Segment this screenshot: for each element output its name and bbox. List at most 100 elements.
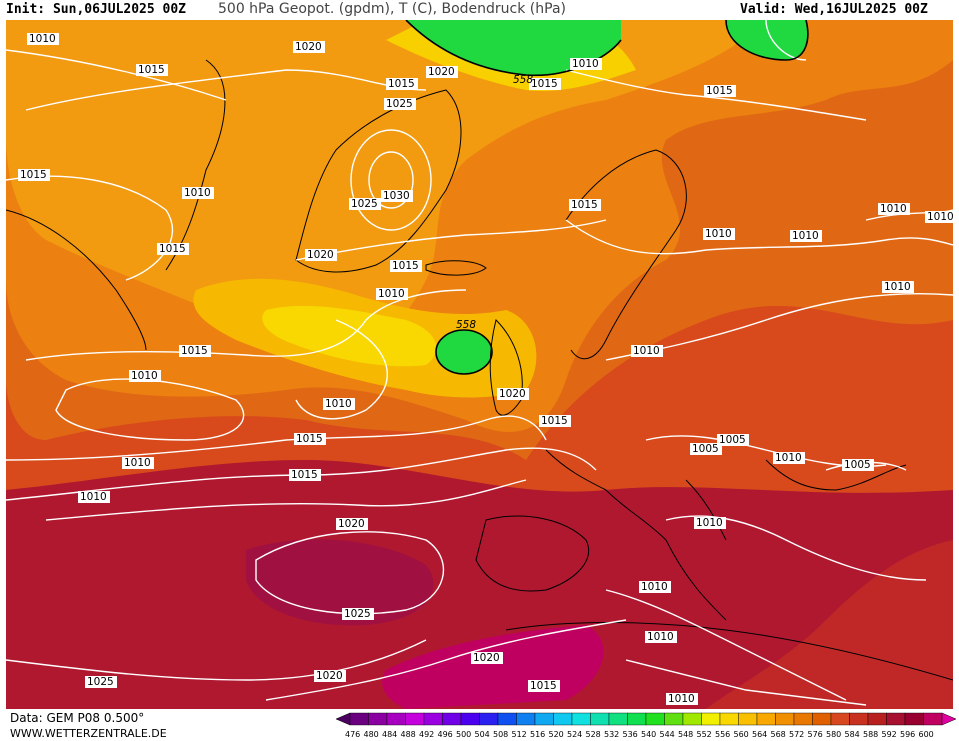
isobar-label: 1020 <box>307 249 334 261</box>
legend-ticks: 476 480 484 488 492 496 500 504 508 512 516 520 524 5… <box>345 730 934 739</box>
legend-tick-label: 516 <box>530 730 545 739</box>
legend-swatch <box>923 712 943 726</box>
legend-swatch <box>886 712 906 726</box>
isobar-label-box <box>694 517 726 529</box>
legend-swatch <box>423 712 443 726</box>
legend-tick-label: 580 <box>826 730 841 739</box>
legend-swatch <box>460 712 480 726</box>
isobar-label: 1010 <box>124 457 151 469</box>
legend-swatch <box>719 712 739 726</box>
coastlines <box>6 59 953 681</box>
isobar-ring <box>350 129 432 231</box>
geopotential-line <box>725 20 809 61</box>
legend-tick-label: 540 <box>641 730 656 739</box>
legend-swatch <box>386 712 406 726</box>
band-560 <box>262 305 437 367</box>
isobar-label-box <box>790 230 822 242</box>
isobar-label-box <box>122 457 154 469</box>
legend-swatch <box>867 712 887 726</box>
scandinavia-coast <box>565 149 687 360</box>
isobar-label-box <box>386 78 418 90</box>
isobar-label: 1015 <box>531 78 558 90</box>
isobar-label-box <box>157 243 189 255</box>
isobar-label: 1010 <box>29 33 56 45</box>
iceland-coast <box>425 260 487 276</box>
init-time-label: Init: Sun,06JUL2025 00Z <box>6 2 187 17</box>
legend-tick-label: 552 <box>697 730 712 739</box>
isobar-label: 1010 <box>641 581 668 593</box>
isobar-labels: 1010 1015 1020 1015 1025 1030 1025 1020 1020 1015… <box>18 33 953 705</box>
isobar-label-box <box>639 581 671 593</box>
legend-swatch <box>571 712 591 726</box>
isobar-label-box <box>349 198 381 210</box>
isobar-label-box <box>305 249 337 261</box>
legend-tick-label: 488 <box>401 730 416 739</box>
legend-tick-label: 576 <box>808 730 823 739</box>
isobar-line <box>6 639 427 681</box>
isobar-label: 1005 <box>844 459 871 471</box>
isobar-label-box <box>497 388 529 400</box>
legend-arrow-high <box>941 712 956 726</box>
legend-swatch <box>849 712 869 726</box>
legend-tick-label: 532 <box>604 730 619 739</box>
map-title: 500 hPa Geopot. (gpdm), T (C), Bodendruc… <box>218 1 566 17</box>
isobar-label-box <box>925 211 953 223</box>
isobar-line <box>6 49 227 101</box>
legend-arrow-low <box>336 712 351 726</box>
legend-tick-label: 600 <box>919 730 934 739</box>
geopotential-line <box>405 20 622 77</box>
legend-swatch <box>497 712 517 726</box>
isobar-label-box <box>376 288 408 300</box>
isobar-label-box <box>570 58 602 70</box>
isobar-label-box <box>314 670 346 682</box>
legend-swatch <box>775 712 795 726</box>
isobar-label-box <box>85 676 117 688</box>
legend-swatch <box>830 712 850 726</box>
isobar-label-box <box>136 64 168 76</box>
legend-tick-label: 584 <box>845 730 860 739</box>
low-north <box>406 20 621 76</box>
isobar-label: 1025 <box>344 608 371 620</box>
legend-tick-label: 484 <box>382 730 397 739</box>
isobar-label: 1010 <box>633 345 660 357</box>
legend-swatch <box>405 712 425 726</box>
canadian-arctic-coast <box>165 59 226 271</box>
legend-swatch <box>682 712 702 726</box>
legend-tick-label: 544 <box>660 730 675 739</box>
isobar-label: 1010 <box>792 230 819 242</box>
isobar-ring <box>255 531 445 615</box>
geopotential-contours <box>405 20 809 375</box>
isobar-label-box <box>529 78 561 90</box>
legend-tick-label: 572 <box>789 730 804 739</box>
isobar-label: 1015 <box>530 680 557 692</box>
band-east <box>706 540 953 709</box>
isobar-label-box <box>645 631 677 643</box>
legend-tick-label: 524 <box>567 730 582 739</box>
geopotential-ring <box>435 329 493 375</box>
balkans-coast <box>765 459 907 491</box>
isobar-line <box>295 319 388 420</box>
isobar-label: 1030 <box>383 190 410 202</box>
isobar-label-box <box>293 41 325 53</box>
isobar-label: 1015 <box>388 78 415 90</box>
isobar-label: 1010 <box>572 58 599 70</box>
legend-swatch <box>627 712 647 726</box>
isobar-label-box <box>179 345 211 357</box>
isobar-label-box <box>289 469 321 481</box>
legend-tick-label: 480 <box>364 730 379 739</box>
isobar-line <box>565 219 953 255</box>
isobar-label-box <box>878 203 910 215</box>
legend-tick-label: 500 <box>456 730 471 739</box>
legend-tick-label: 476 <box>345 730 360 739</box>
isobar-label-box <box>426 66 458 78</box>
labrador-coast <box>6 209 147 351</box>
isobar-label: 1010 <box>775 452 802 464</box>
isobar-label: 1010 <box>325 398 352 410</box>
legend-tick-label: 520 <box>549 730 564 739</box>
isobar-label: 1015 <box>181 345 208 357</box>
site-label: WWW.WETTERZENTRALE.DE <box>10 727 167 740</box>
geopotential-labels: 558 558 <box>456 74 533 331</box>
legend-swatch <box>664 712 684 726</box>
isobar-label-box <box>717 434 749 446</box>
isobar-label-box <box>690 443 722 455</box>
